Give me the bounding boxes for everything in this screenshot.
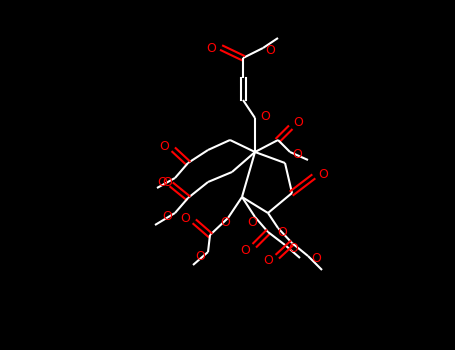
Text: O: O bbox=[288, 241, 298, 254]
Text: O: O bbox=[240, 244, 250, 257]
Text: O: O bbox=[263, 254, 273, 267]
Text: O: O bbox=[162, 175, 172, 189]
Text: O: O bbox=[206, 42, 216, 55]
Text: O: O bbox=[247, 216, 257, 229]
Text: O: O bbox=[265, 43, 275, 56]
Text: O: O bbox=[318, 168, 328, 181]
Text: O: O bbox=[277, 225, 287, 238]
Text: O: O bbox=[260, 110, 270, 122]
Text: O: O bbox=[159, 140, 169, 154]
Text: O: O bbox=[293, 117, 303, 130]
Text: O: O bbox=[162, 210, 172, 224]
Text: O: O bbox=[220, 217, 230, 230]
Text: O: O bbox=[157, 175, 167, 189]
Text: O: O bbox=[180, 212, 190, 225]
Text: O: O bbox=[292, 148, 302, 161]
Text: O: O bbox=[311, 252, 321, 266]
Text: O: O bbox=[195, 250, 205, 262]
